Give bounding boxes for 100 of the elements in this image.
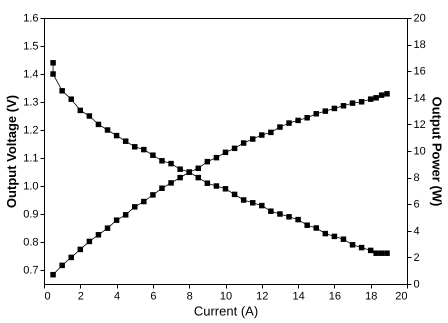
point — [141, 146, 147, 152]
y2-tick-label: 20 — [414, 12, 426, 24]
point — [358, 244, 364, 250]
point — [268, 208, 274, 214]
point — [96, 232, 102, 238]
point — [141, 198, 147, 204]
point — [350, 242, 356, 248]
point — [286, 120, 292, 126]
point — [50, 71, 56, 77]
point — [378, 92, 384, 98]
y2-tick-label: 8 — [414, 172, 420, 184]
point — [196, 174, 202, 180]
point — [378, 250, 384, 256]
point — [132, 204, 138, 210]
point — [159, 158, 165, 164]
point — [358, 99, 364, 105]
point — [196, 166, 202, 172]
point — [250, 200, 256, 206]
y2-tick-label: 18 — [414, 39, 426, 52]
point — [384, 250, 390, 256]
point — [277, 211, 283, 217]
x-tick-label: 6 — [150, 290, 156, 302]
point — [304, 115, 310, 120]
point — [368, 248, 374, 254]
y-tick-label: 0.8 — [23, 236, 38, 248]
point — [259, 132, 265, 138]
point — [340, 236, 346, 242]
point — [222, 150, 228, 156]
point — [384, 91, 390, 97]
point — [150, 192, 156, 198]
point — [322, 108, 328, 114]
point — [168, 180, 174, 186]
x-tick-label: 2 — [78, 290, 84, 302]
y-tick-label: 1.3 — [23, 96, 38, 108]
point — [232, 146, 238, 152]
point — [104, 225, 110, 231]
point — [132, 144, 138, 150]
y-tick-label: 1.5 — [23, 40, 38, 52]
point — [68, 254, 74, 260]
x-tick-label: 0 — [44, 290, 51, 302]
point — [59, 262, 65, 268]
point — [314, 225, 319, 231]
point — [332, 234, 338, 240]
point — [350, 100, 356, 106]
point — [150, 152, 156, 158]
point — [214, 183, 220, 189]
point — [304, 222, 310, 228]
point — [177, 174, 183, 180]
point — [322, 230, 328, 236]
point — [59, 88, 65, 94]
point — [122, 138, 128, 144]
point — [373, 95, 379, 101]
point — [96, 122, 102, 128]
point — [277, 124, 283, 130]
point — [373, 250, 379, 256]
x-tick-label: 16 — [328, 290, 342, 302]
y2-tick-label: 12 — [414, 118, 426, 131]
point — [177, 166, 183, 172]
point — [159, 186, 165, 191]
point — [86, 113, 92, 119]
point — [68, 96, 74, 102]
point — [259, 202, 265, 208]
y-tick-label: 0.7 — [23, 264, 38, 276]
point — [340, 103, 346, 109]
x-tick-label: 20 — [395, 290, 408, 302]
x-tick-label: 8 — [186, 290, 193, 302]
y2-tick-label: 6 — [414, 198, 420, 211]
point — [240, 140, 246, 146]
y2-tick-label: 10 — [414, 146, 426, 158]
x-tick-label: 10 — [220, 290, 232, 302]
point — [240, 197, 246, 203]
point — [268, 130, 274, 136]
point — [168, 160, 174, 166]
y-tick-label: 1.4 — [23, 68, 38, 80]
y-tick-label: 1.2 — [23, 124, 38, 136]
point — [204, 180, 210, 186]
y2-tick-label: 2 — [414, 252, 420, 264]
y-tick-label: 0.9 — [23, 208, 38, 220]
point — [114, 217, 120, 223]
point — [286, 214, 292, 220]
point — [78, 108, 84, 114]
point — [86, 238, 92, 244]
point — [114, 132, 120, 138]
y-axis-title: Output Voltage (V) — [4, 94, 20, 208]
y-tick-label: 1.6 — [23, 12, 38, 24]
point — [50, 272, 56, 278]
point — [78, 246, 84, 252]
point — [332, 106, 338, 112]
y2-tick-label: 0 — [414, 278, 420, 290]
x-axis-title: Current (A) — [194, 304, 258, 318]
y2-axis-title: Output Power (W) — [430, 96, 445, 206]
point — [222, 186, 228, 192]
point — [232, 192, 238, 198]
y-tick-label: 1.1 — [23, 152, 38, 164]
point — [250, 136, 256, 142]
x-tick-label: 4 — [114, 290, 120, 302]
y-tick-label: 1.0 — [23, 180, 38, 192]
point — [368, 96, 374, 102]
x-tick-label: 12 — [256, 290, 268, 302]
point — [50, 60, 56, 66]
